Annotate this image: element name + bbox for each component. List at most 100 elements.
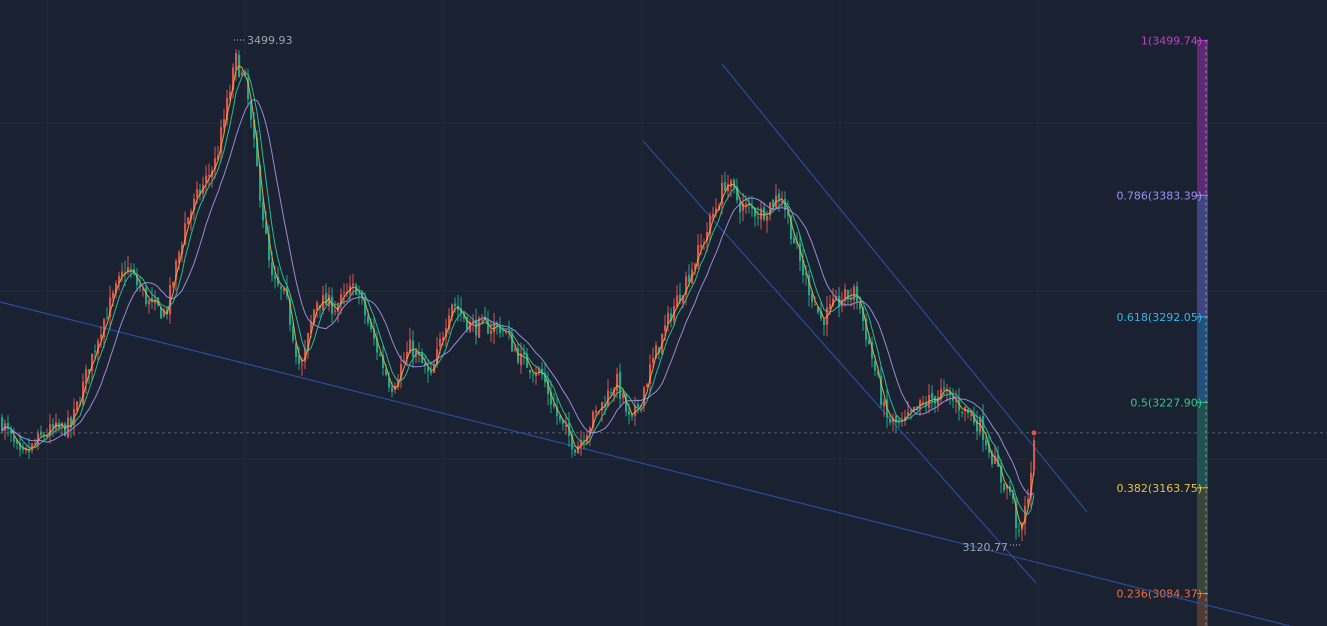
candle-body [40, 431, 43, 436]
candle-body [694, 263, 697, 269]
candle-body [646, 384, 649, 388]
candle-body [799, 242, 802, 262]
candle-body [589, 427, 592, 435]
candle-body [430, 370, 433, 374]
candle-body [769, 202, 772, 216]
candle-body [1018, 530, 1021, 532]
fib-band-1 [1197, 195, 1208, 317]
candle-body [367, 315, 370, 324]
candle-body [493, 323, 496, 333]
candle-body [805, 273, 808, 276]
candle-body [247, 78, 250, 100]
candle-body [655, 345, 658, 359]
candle-body [13, 436, 16, 442]
candle-body [820, 311, 823, 319]
candle-body [190, 211, 193, 220]
candle-body [556, 406, 559, 416]
candle-body [67, 417, 70, 438]
candle-body [181, 244, 184, 255]
candle-body [823, 319, 826, 325]
candle-body [730, 180, 733, 187]
candle-body [454, 303, 457, 307]
candle-body [883, 401, 886, 407]
fib-label-3: 0.5(3227.90) [1130, 396, 1202, 409]
candle-body [922, 402, 925, 404]
candle-body [436, 348, 439, 365]
candle-body [1012, 493, 1015, 499]
candle-body [964, 406, 967, 411]
candle-body [847, 289, 850, 300]
candle-body [943, 387, 946, 390]
candle-body [715, 208, 718, 214]
candle-body [1000, 465, 1003, 483]
candle-body [721, 182, 724, 205]
candle-body [451, 304, 454, 317]
candle-body [1030, 472, 1033, 498]
fib-band-0 [1197, 40, 1208, 196]
candle-body [619, 371, 622, 399]
candle-body [16, 440, 19, 444]
candle-body [574, 449, 577, 453]
candle-body [463, 313, 466, 319]
candle-body [280, 286, 283, 289]
candle-body [895, 415, 898, 423]
candle-body [505, 331, 508, 333]
candle-body [685, 276, 688, 295]
candle-body [712, 213, 715, 218]
candle-body [118, 275, 121, 283]
candle-body [70, 417, 73, 428]
candle-body [1003, 483, 1006, 491]
candle-body [262, 202, 265, 221]
candle-body [676, 295, 679, 307]
candle-body [43, 436, 46, 438]
candle-body [616, 373, 619, 391]
candle-body [862, 307, 865, 322]
candle-body [214, 157, 217, 170]
candle-body [427, 367, 430, 372]
candle-body [352, 283, 355, 286]
candle-body [1033, 440, 1036, 471]
candle-body [973, 414, 976, 423]
candle-body [682, 295, 685, 304]
candle-body [7, 423, 10, 429]
candle-body [163, 310, 166, 317]
candle-body [376, 338, 379, 353]
candle-body [253, 119, 256, 139]
candle-body [688, 274, 691, 282]
candle-body [481, 317, 484, 319]
candle-body [85, 369, 88, 384]
candle-body [121, 271, 124, 277]
candle-body [385, 368, 388, 376]
candle-body [358, 293, 361, 295]
candle-body [607, 390, 610, 407]
candle-body [562, 419, 565, 425]
candle-body [643, 387, 646, 406]
candle-body [679, 294, 682, 302]
candle-body [649, 364, 652, 384]
candle-body [439, 339, 442, 347]
candle-body [832, 298, 835, 306]
candle-body [382, 354, 385, 369]
candle-body [829, 304, 832, 309]
fib-label-1: 0.786(3383.39) [1116, 189, 1202, 202]
candle-body [613, 388, 616, 396]
candle-body [547, 380, 550, 395]
candle-body [916, 406, 919, 410]
fibonacci-bands: 1(3499.74) 0.786(3383.39) 0.618(3292.05) 0.… [1116, 34, 1208, 626]
candle-body [91, 353, 94, 372]
candle-body [961, 411, 964, 414]
candle-body [994, 455, 997, 464]
candle-body [625, 394, 628, 412]
candle-body [535, 374, 538, 377]
candle-body [583, 440, 586, 442]
candle-body [550, 391, 553, 405]
candle-body [697, 245, 700, 267]
candle-body [502, 330, 505, 332]
candle-body [259, 165, 262, 201]
candle-body [277, 276, 280, 285]
candle-body [706, 231, 709, 241]
candle-body [298, 355, 301, 364]
candle-body [976, 420, 979, 432]
candle-body [94, 351, 97, 353]
